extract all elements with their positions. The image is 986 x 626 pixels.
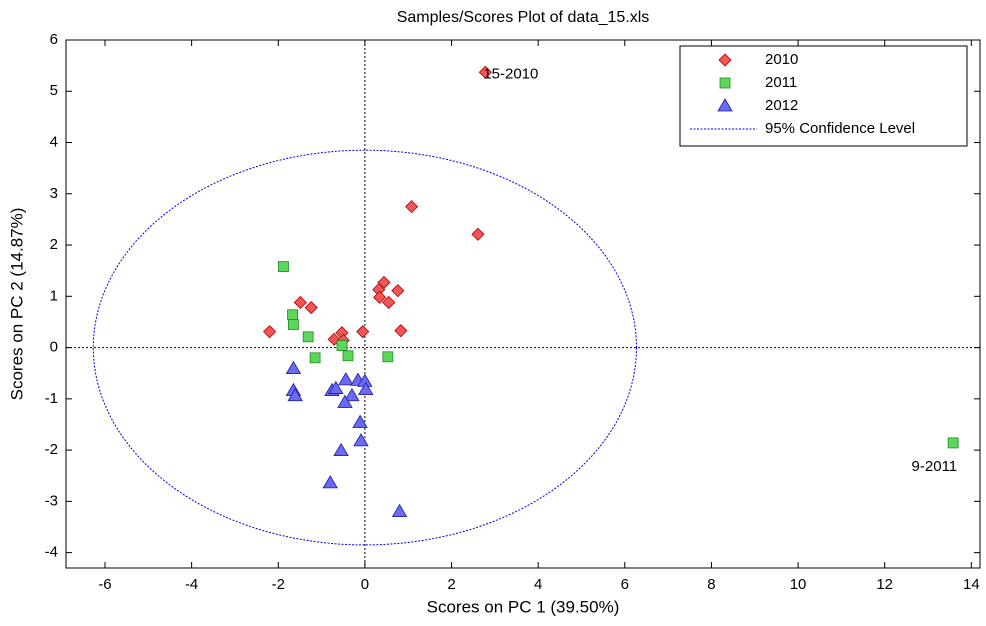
point [382, 295, 396, 310]
y-tick-label: 6 [50, 31, 58, 48]
confidence-ellipse [92, 149, 637, 546]
y-tick-label: -4 [45, 544, 58, 561]
y-tick-label: 1 [50, 287, 58, 304]
point [478, 65, 492, 79]
legend-label: 95% Confidence Level [765, 120, 915, 137]
plot-frame [65, 39, 981, 569]
y-tick-label: 2 [50, 236, 58, 253]
point [309, 352, 321, 364]
point [338, 372, 354, 386]
x-tick-label: 0 [361, 576, 369, 593]
x-tick-label: -4 [185, 576, 198, 593]
x-tick-label: -2 [272, 576, 285, 593]
x-tick-label: 4 [534, 576, 542, 593]
point [353, 433, 369, 447]
point [322, 475, 338, 489]
x-tick-label: -6 [98, 576, 111, 593]
point [336, 340, 348, 351]
y-axis-label: Scores on PC 2 (14.87%) [7, 208, 26, 401]
point [358, 381, 374, 396]
annotation: 15-2010 [483, 65, 538, 82]
annotation: 9-2011 [912, 458, 958, 475]
point [285, 360, 302, 374]
x-tick-label: 10 [790, 576, 807, 593]
point [287, 309, 298, 321]
point [394, 324, 408, 338]
legend-label: 2010 [765, 51, 798, 68]
x-tick-label: 8 [707, 576, 715, 593]
y-tick-label: 0 [50, 339, 58, 356]
point [342, 350, 354, 362]
point [293, 295, 307, 310]
y-tick-label: -2 [45, 441, 58, 458]
point [344, 387, 360, 402]
chart-title: Samples/Scores Plot of data_15.xls [397, 9, 650, 26]
point [304, 301, 318, 315]
point [373, 290, 387, 304]
y-tick-label: 5 [50, 82, 58, 99]
y-tick-label: -1 [45, 390, 58, 407]
x-axis-label: Scores on PC 1 (39.50%) [427, 597, 620, 616]
point [263, 325, 277, 339]
point [405, 200, 419, 214]
point [391, 284, 405, 298]
x-tick-label: 6 [621, 576, 629, 593]
x-tick-label: 2 [447, 576, 455, 593]
point [328, 380, 344, 394]
legend-label: 2011 [765, 74, 797, 91]
point [288, 319, 299, 330]
point [947, 437, 959, 449]
point [471, 227, 485, 241]
x-tick-label: 14 [963, 576, 980, 593]
point [278, 261, 289, 272]
y-tick-label: -3 [45, 492, 58, 509]
point [302, 331, 314, 343]
point [356, 325, 370, 339]
y-tick-label: 4 [50, 133, 58, 150]
point [382, 351, 394, 363]
point [337, 394, 353, 408]
legend-label: 2012 [765, 97, 798, 114]
point [333, 442, 349, 457]
legend-marker [718, 53, 732, 67]
legend-marker [717, 98, 733, 112]
y-tick-label: 3 [50, 185, 58, 202]
point [287, 387, 303, 402]
legend-marker [719, 77, 731, 89]
point [391, 503, 408, 518]
x-tick-label: 12 [876, 576, 893, 593]
point [352, 414, 368, 428]
